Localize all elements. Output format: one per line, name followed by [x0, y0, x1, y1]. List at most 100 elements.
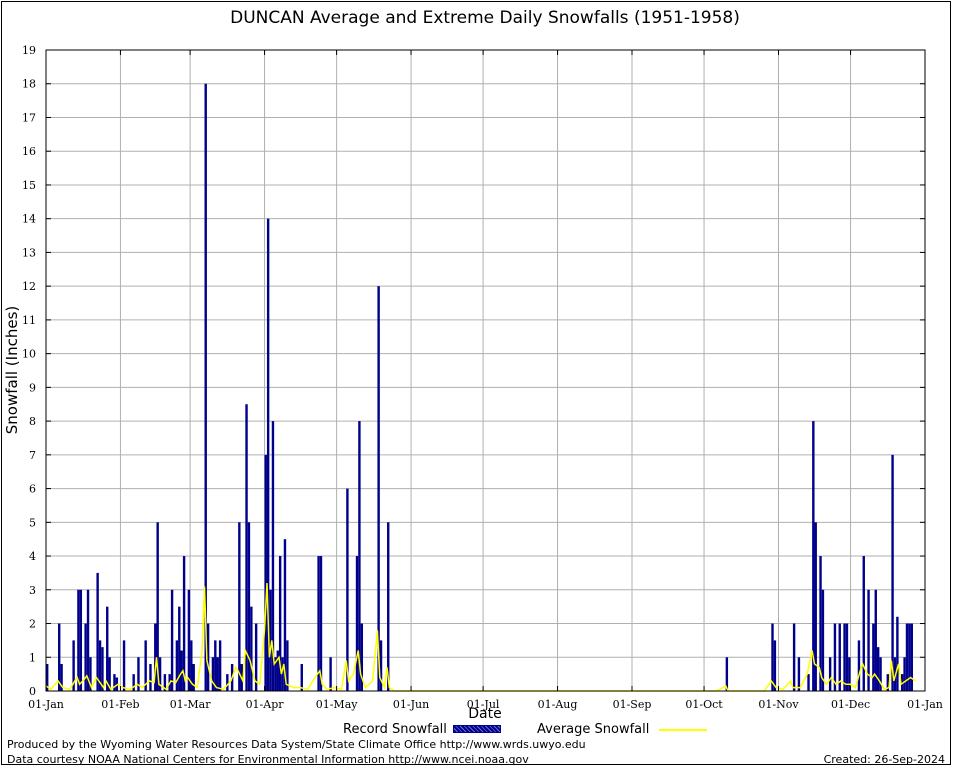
y-tick-label: 13 [22, 246, 36, 259]
record-bar [833, 623, 837, 691]
record-bar [206, 623, 210, 691]
record-bar [269, 589, 272, 691]
y-tick-label: 5 [29, 516, 36, 529]
footer-courtesy: Data courtesy NOAA National Centers for … [7, 753, 529, 766]
record-bar [77, 589, 80, 691]
record-bar [278, 556, 282, 691]
y-tick-label: 3 [29, 584, 36, 597]
record-bar [190, 640, 193, 691]
y-tick-label: 11 [22, 314, 36, 327]
record-bar [247, 522, 251, 691]
record-bar [96, 572, 99, 691]
record-bar [86, 589, 90, 691]
footer-created: Created: 26-Sep-2024 [823, 753, 945, 766]
record-bar [814, 522, 817, 691]
record-bar [137, 657, 140, 691]
record-bar [204, 83, 207, 692]
y-tick-label: 1 [29, 651, 36, 664]
record-bar [238, 522, 241, 691]
record-bar [838, 623, 841, 691]
record-bar [317, 556, 320, 691]
y-tick-label: 8 [29, 415, 36, 428]
legend-record-swatch [453, 725, 501, 733]
record-bar [214, 640, 217, 691]
y-tick-label: 6 [29, 483, 36, 496]
record-bar [387, 522, 390, 691]
y-tick-label: 12 [22, 280, 36, 293]
record-bar [216, 657, 219, 691]
record-bar [254, 623, 258, 691]
record-bar [792, 623, 796, 691]
record-bar [101, 647, 104, 691]
record-bar [360, 623, 364, 691]
record-bar [274, 657, 277, 691]
record-bar [876, 647, 880, 691]
x-tick-label: 01-Apr [246, 698, 285, 711]
record-bar [89, 657, 92, 691]
record-bar [98, 640, 102, 691]
record-bar [355, 556, 359, 691]
y-tick-label: 10 [22, 348, 36, 361]
record-bar [158, 657, 162, 691]
record-bar [807, 674, 810, 691]
record-bar [908, 623, 911, 691]
x-tick-labels: 01-Jan 01-Feb 01-Mar 01-Apr 01-May 01-Jun 01-J… [28, 50, 943, 711]
record-bar [773, 640, 777, 691]
x-tick-label: 01-Jan [28, 698, 64, 711]
record-bar [72, 640, 75, 691]
record-bar [862, 556, 865, 691]
record-bar [46, 664, 49, 691]
legend-record-label: Record Snowfall [343, 722, 447, 737]
record-bar [379, 640, 383, 691]
record-bar [250, 606, 253, 691]
x-tick-label: 01-Feb [101, 698, 139, 711]
record-bar [286, 640, 289, 691]
record-bar [182, 556, 186, 691]
record-bar [163, 674, 167, 691]
record-bar [178, 606, 181, 691]
record-bar [187, 589, 191, 691]
chart-title: DUNCAN Average and Extreme Daily Snowfal… [230, 8, 740, 28]
record-bar [144, 640, 147, 691]
record-bar [872, 623, 875, 691]
y-tick-label: 0 [29, 685, 36, 698]
x-tick-label: 01-Oct [685, 698, 723, 711]
record-bar [812, 421, 815, 691]
record-bar [266, 218, 270, 691]
record-bar [300, 664, 303, 691]
record-bar [271, 421, 275, 691]
record-bar [245, 404, 248, 691]
record-bar [821, 589, 825, 691]
record-bar [192, 664, 195, 691]
y-tick-label: 15 [22, 179, 36, 192]
record-bar [377, 286, 380, 691]
record-bar [857, 640, 861, 691]
record-bar [891, 454, 894, 691]
record-bar [910, 623, 913, 691]
record-bar [180, 650, 183, 691]
plot-border [45, 49, 926, 692]
record-bar [283, 539, 287, 691]
record-bar [218, 640, 222, 691]
x-tick-label: 01-Aug [538, 698, 578, 711]
record-bar [122, 640, 126, 691]
record-bar [149, 664, 152, 691]
footer-produced-by: Produced by the Wyoming Water Resources … [7, 738, 586, 751]
y-tick-label: 4 [29, 550, 36, 563]
record-bar [276, 650, 279, 691]
record-bar [867, 589, 870, 691]
legend-average-swatch [659, 729, 707, 731]
record-bar [725, 657, 729, 691]
record-bar [79, 589, 83, 691]
record-bar [211, 657, 215, 691]
record-bar [60, 664, 63, 691]
record-bar [896, 616, 899, 691]
record-bar [132, 674, 135, 691]
record-bar [845, 623, 849, 691]
record-bar [879, 657, 882, 691]
record-bar [106, 606, 109, 691]
record-bar [226, 674, 229, 691]
